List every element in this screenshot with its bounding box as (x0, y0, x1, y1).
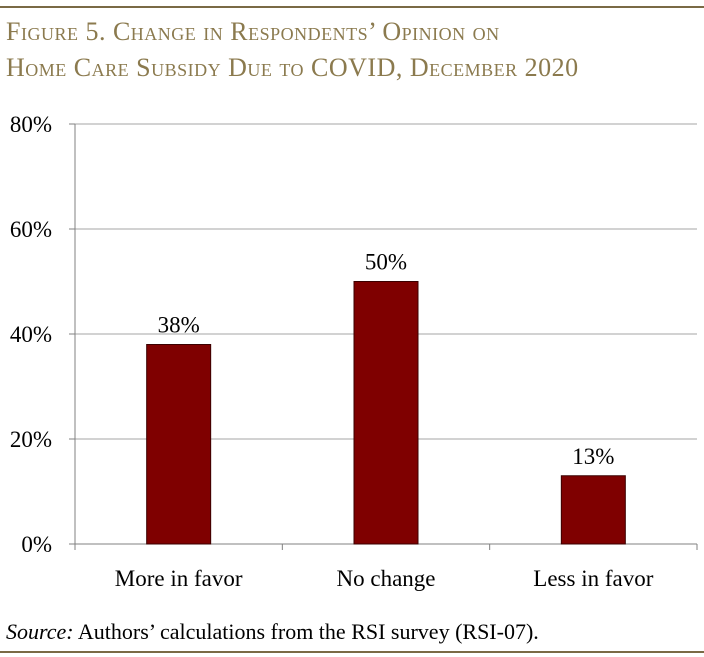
y-tick-label: 20% (10, 427, 52, 452)
bar (146, 344, 212, 545)
y-tick-label: 40% (10, 322, 52, 347)
source-label: Source: (6, 619, 74, 644)
bottom-rule (0, 651, 704, 653)
bar-value-label: 13% (572, 444, 614, 469)
bar (560, 475, 626, 545)
source-note: Source: Authors’ calculations from the R… (6, 618, 539, 646)
top-rule (0, 6, 704, 8)
source-text: Authors’ calculations from the RSI surve… (73, 619, 539, 644)
y-tick-label: 0% (21, 532, 52, 557)
y-tick-label: 80% (10, 112, 52, 137)
x-category-label: More in favor (115, 566, 243, 591)
x-category-label: Less in favor (533, 566, 653, 591)
figure-title-line-1: Figure 5. Change in Respondents’ Opinion… (6, 17, 500, 46)
bar (353, 281, 419, 545)
bar-value-label: 38% (158, 313, 200, 338)
bar-chart: 0% 20% 40% 60% 80% 38% More in favor 50% No chan… (10, 112, 698, 591)
y-tick-label: 60% (10, 217, 52, 242)
figure-title-line-2: Home Care Subsidy Due to COVID, December… (6, 53, 579, 82)
figure-title: Figure 5. Change in Respondents’ Opinion… (6, 14, 700, 86)
bar-value-label: 50% (365, 250, 407, 275)
x-category-label: No change (337, 566, 436, 591)
